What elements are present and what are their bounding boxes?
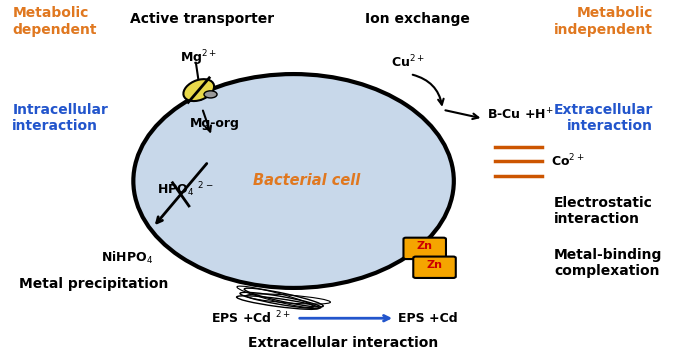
Text: Intracellular
interaction: Intracellular interaction <box>12 102 108 133</box>
Text: Extracellular
interaction: Extracellular interaction <box>554 102 653 133</box>
Text: Electrostatic
interaction: Electrostatic interaction <box>554 196 653 226</box>
Text: Extracellular interaction: Extracellular interaction <box>247 336 438 350</box>
FancyBboxPatch shape <box>403 238 446 259</box>
Text: Mg-org: Mg-org <box>190 117 240 130</box>
Text: NiHPO$_4$: NiHPO$_4$ <box>101 249 153 266</box>
Text: Metal precipitation: Metal precipitation <box>19 277 169 291</box>
Text: Metabolic
independent: Metabolic independent <box>554 7 653 37</box>
Text: Zn: Zn <box>426 260 443 270</box>
Circle shape <box>204 91 217 98</box>
FancyBboxPatch shape <box>413 257 456 278</box>
Text: Bacterial cell: Bacterial cell <box>253 173 360 189</box>
Text: HPO$_4$ $^{2-}$: HPO$_4$ $^{2-}$ <box>158 181 214 199</box>
Text: Metal-binding
complexation: Metal-binding complexation <box>554 248 662 278</box>
Text: Active transporter: Active transporter <box>130 12 274 26</box>
Text: Co$^{2+}$: Co$^{2+}$ <box>551 153 584 170</box>
Text: B-Cu +H$^{+}$: B-Cu +H$^{+}$ <box>486 108 553 123</box>
Text: Zn: Zn <box>416 241 432 251</box>
Text: EPS +Cd $^{2+}$: EPS +Cd $^{2+}$ <box>210 310 290 327</box>
Text: Metabolic
dependent: Metabolic dependent <box>12 7 97 37</box>
Ellipse shape <box>134 74 454 288</box>
Ellipse shape <box>184 79 214 101</box>
Text: Mg$^{2+}$: Mg$^{2+}$ <box>180 48 217 68</box>
Text: EPS +Cd: EPS +Cd <box>398 312 458 325</box>
Text: Cu$^{2+}$: Cu$^{2+}$ <box>391 53 425 70</box>
Text: Ion exchange: Ion exchange <box>365 12 471 26</box>
